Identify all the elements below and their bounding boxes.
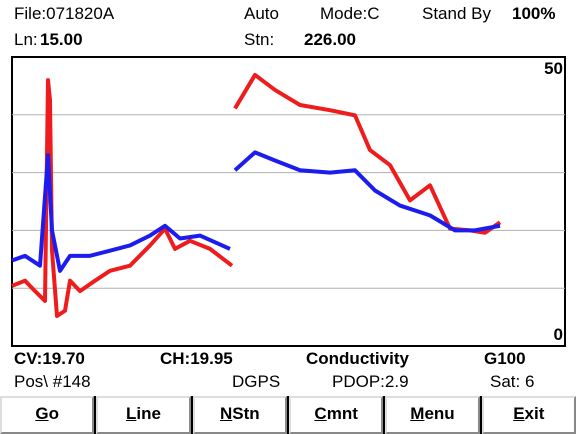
soft-button[interactable]: Menu (385, 396, 480, 434)
trace (11, 78, 234, 318)
status: Stand By (422, 4, 491, 23)
y-tick-label: 50 (544, 59, 563, 78)
button-bar: Go Line NStn Cmnt Menu Exit (0, 396, 576, 434)
cv: CV:19.70 (14, 349, 85, 368)
line-value: 15.00 (40, 30, 83, 49)
gps: DGPS (232, 372, 281, 391)
mode: Mode:C (320, 4, 380, 23)
plot-frame (11, 56, 566, 347)
file: File:071820A (14, 4, 115, 23)
plot: 0 50 (11, 56, 566, 347)
battery: 100% (512, 4, 556, 23)
ch: CH:19.95 (160, 349, 233, 368)
measure: Conductivity (306, 349, 409, 368)
sat: Sat: 6 (490, 372, 535, 391)
pdop: PDOP:2.9 (332, 372, 409, 391)
station-value: 226.00 (304, 30, 356, 49)
pos: Pos\ #148 (14, 372, 91, 391)
station-label: Stn: (244, 30, 275, 49)
soft-button[interactable]: Cmnt (288, 396, 384, 434)
gain: G100 (484, 349, 526, 368)
soft-button[interactable]: Go (0, 396, 95, 434)
y-tick-label: 0 (554, 325, 563, 344)
auto: Auto (244, 4, 279, 23)
soft-button[interactable]: Exit (481, 396, 576, 434)
soft-button[interactable]: NStn (192, 396, 287, 434)
trace (233, 150, 501, 233)
soft-button[interactable]: Line (96, 396, 191, 434)
trace (11, 153, 231, 273)
line-label: Ln: (14, 30, 38, 49)
